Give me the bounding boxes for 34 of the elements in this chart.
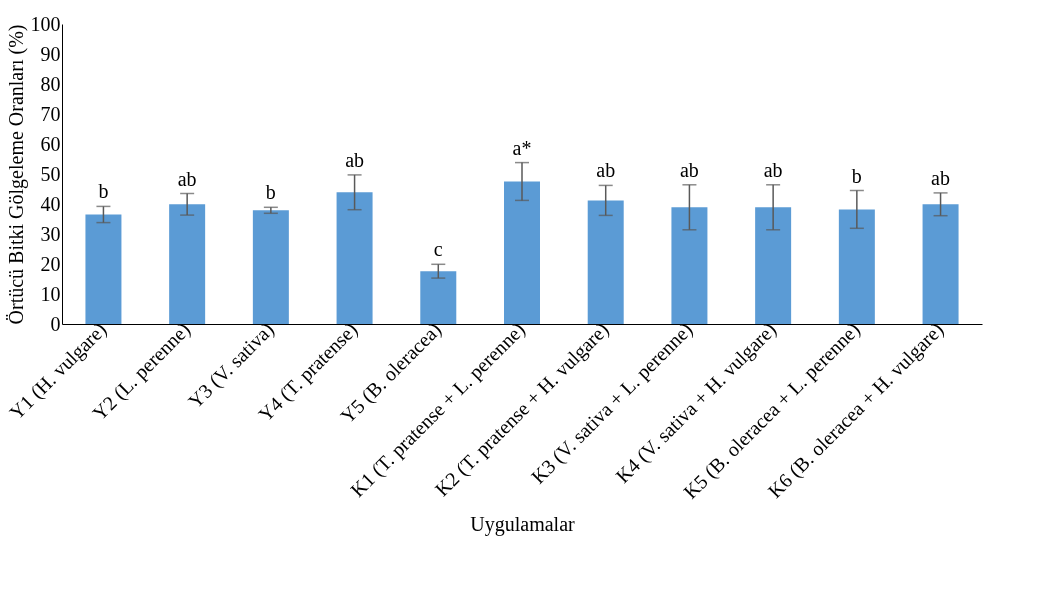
y-tick-label: 100 — [30, 12, 61, 35]
x-axis-title: Uygulamalar — [470, 512, 576, 536]
bar — [169, 204, 206, 324]
y-tick-label: 50 — [40, 162, 61, 185]
annotation: ab — [345, 148, 365, 171]
bar — [252, 210, 289, 324]
bar — [587, 200, 624, 324]
y-tick-label: 80 — [40, 72, 61, 95]
bar — [85, 214, 122, 324]
annotation: b — [851, 164, 862, 187]
annotation: ab — [679, 158, 699, 181]
bar — [755, 207, 792, 324]
y-axis-title: Örtücü Bitki Gölgeleme Oranları (%) — [4, 24, 28, 325]
annotation: ab — [763, 158, 783, 181]
bar — [336, 192, 373, 324]
bar — [838, 209, 875, 324]
y-tick-label: 90 — [40, 42, 61, 65]
y-tick-label: 70 — [40, 102, 61, 125]
y-tick-label: 30 — [40, 222, 61, 245]
y-tick-label: 10 — [40, 282, 61, 305]
annotation: ab — [931, 166, 951, 189]
annotation: b — [98, 180, 109, 203]
bar — [504, 181, 540, 324]
annotation: a* — [512, 136, 532, 159]
bar — [420, 271, 457, 324]
annotation: b — [265, 181, 276, 204]
y-tick-label: 40 — [40, 192, 61, 215]
y-tick-label: 60 — [40, 132, 61, 155]
y-tick-label: 20 — [40, 252, 61, 275]
annotation: c — [433, 238, 443, 261]
bar — [922, 204, 959, 324]
bar — [671, 207, 708, 324]
annotation: ab — [177, 167, 197, 190]
annotation: ab — [596, 159, 616, 182]
